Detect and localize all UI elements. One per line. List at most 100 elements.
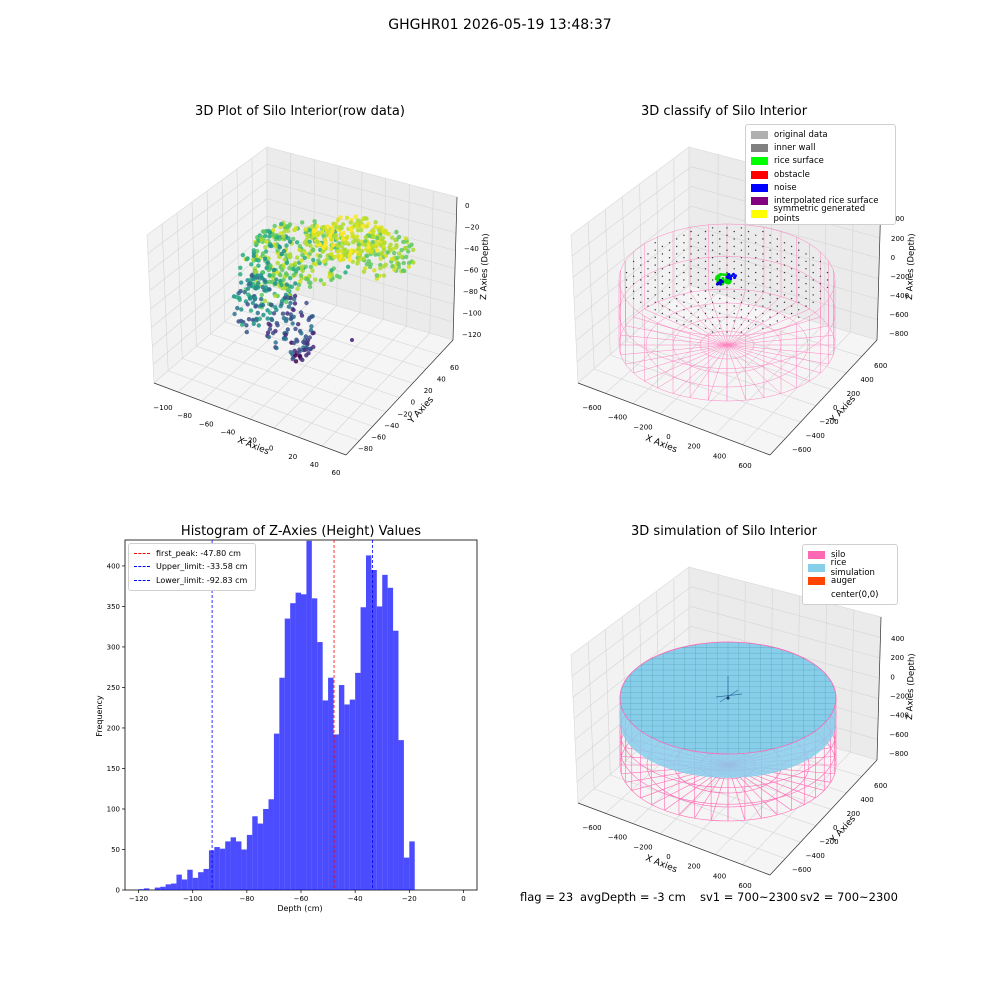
raw-data-point	[254, 316, 259, 321]
raw-data-point	[256, 323, 261, 328]
raw-data-point	[314, 224, 320, 229]
interpolated-point	[661, 260, 664, 263]
raw-data-point	[285, 327, 290, 332]
interpolated-point	[805, 253, 807, 255]
simulation-z-tick-label: 400	[891, 635, 904, 643]
interpolated-point	[661, 312, 664, 315]
interpolated-point	[733, 245, 735, 248]
raw-data-point	[379, 251, 384, 257]
raw-y-tick-label: 40	[437, 376, 446, 384]
interpolated-point	[769, 264, 771, 266]
interpolated-point	[704, 238, 707, 240]
interpolated-point	[697, 264, 699, 266]
raw-data-point	[283, 332, 288, 337]
raw-data-point	[372, 268, 377, 273]
raw-data-point	[266, 334, 272, 340]
simulation-legend-entry: center(0,0)	[808, 588, 892, 601]
interpolated-point	[726, 324, 728, 326]
raw-data-point	[280, 311, 286, 316]
classify-x-tick-label: −400	[608, 414, 627, 422]
raw-data-point	[260, 251, 266, 256]
classified-point	[722, 273, 725, 276]
interpolated-point	[762, 283, 764, 285]
interpolated-point	[683, 264, 685, 266]
histogram-bar	[387, 587, 394, 890]
histogram-bar	[355, 672, 361, 890]
histogram-x-tick-label: −120	[129, 895, 148, 903]
interpolated-point	[690, 305, 692, 307]
interpolated-point	[683, 234, 685, 236]
simulation-z-tick-label: −600	[889, 731, 908, 739]
interpolated-point	[769, 234, 771, 236]
raw-data-point	[287, 239, 293, 244]
interpolated-point	[755, 301, 757, 303]
interpolated-point	[719, 268, 721, 270]
interpolated-point	[747, 230, 750, 233]
histogram-bar	[344, 704, 350, 890]
raw-data-point	[321, 281, 327, 287]
simulation-legend-label: rice simulation	[830, 557, 875, 578]
classify-legend-entry: obstacle	[751, 168, 890, 181]
raw-data-point	[388, 247, 393, 252]
interpolated-point	[819, 283, 822, 285]
simulation-legend-entry: auger	[808, 575, 892, 588]
interpolated-point	[740, 279, 743, 281]
raw-data-point	[293, 353, 298, 358]
classify-legend-entry: rice surface	[751, 155, 890, 168]
raw-data-point	[369, 249, 374, 255]
interpolated-point	[769, 309, 771, 311]
histogram-bar	[219, 848, 226, 890]
interpolated-point	[762, 327, 764, 330]
interpolated-point	[683, 257, 685, 259]
interpolated-point	[704, 283, 707, 285]
raw-data-point	[291, 340, 297, 346]
raw-data-point	[266, 321, 271, 326]
sv1-text: sv1 = 700~2300	[700, 890, 798, 904]
raw-data-point	[280, 267, 285, 273]
raw-data-point	[307, 273, 312, 279]
center-marker	[726, 696, 730, 700]
simulation-legend-entry: silo	[808, 548, 892, 561]
interpolated-point	[733, 312, 735, 315]
histogram-bar	[365, 555, 372, 890]
interpolated-point	[755, 279, 757, 281]
interpolated-point	[690, 245, 692, 248]
raw-data-point	[299, 313, 305, 318]
auger-marker	[715, 693, 743, 698]
interpolated-point	[769, 286, 771, 289]
raw-data-point	[265, 260, 271, 265]
raw-data-point	[271, 311, 277, 316]
interpolated-point	[798, 271, 800, 274]
histogram-bar	[165, 884, 172, 890]
classify-legend-entry: original data	[751, 128, 890, 141]
raw-data-point	[363, 235, 368, 240]
raw-data-point	[286, 304, 292, 309]
raw-data-point	[297, 244, 303, 249]
raw-data-point	[396, 234, 402, 240]
interpolated-point	[790, 275, 793, 277]
raw-data-point	[262, 298, 268, 304]
interpolated-point	[726, 316, 728, 318]
raw-data-point	[274, 307, 279, 313]
raw-data-point	[273, 328, 278, 334]
interpolated-point	[676, 290, 678, 292]
raw-data-point	[278, 273, 283, 278]
interpolated-point	[798, 264, 800, 266]
interpolated-point	[625, 271, 628, 274]
interpolated-point	[690, 320, 692, 322]
raw-data-point	[253, 304, 258, 309]
interpolated-point	[719, 305, 721, 307]
interpolated-point	[690, 297, 692, 300]
interpolated-point	[733, 305, 735, 307]
interpolated-point	[654, 316, 656, 318]
raw-data-point	[234, 295, 239, 300]
raw-data-point	[268, 302, 274, 307]
interpolated-point	[690, 290, 692, 292]
raw-data-point	[370, 239, 375, 245]
interpolated-point	[661, 245, 664, 248]
interpolated-point	[762, 253, 764, 255]
simulation-legend-swatch	[808, 577, 825, 586]
interpolated-point	[654, 309, 656, 311]
